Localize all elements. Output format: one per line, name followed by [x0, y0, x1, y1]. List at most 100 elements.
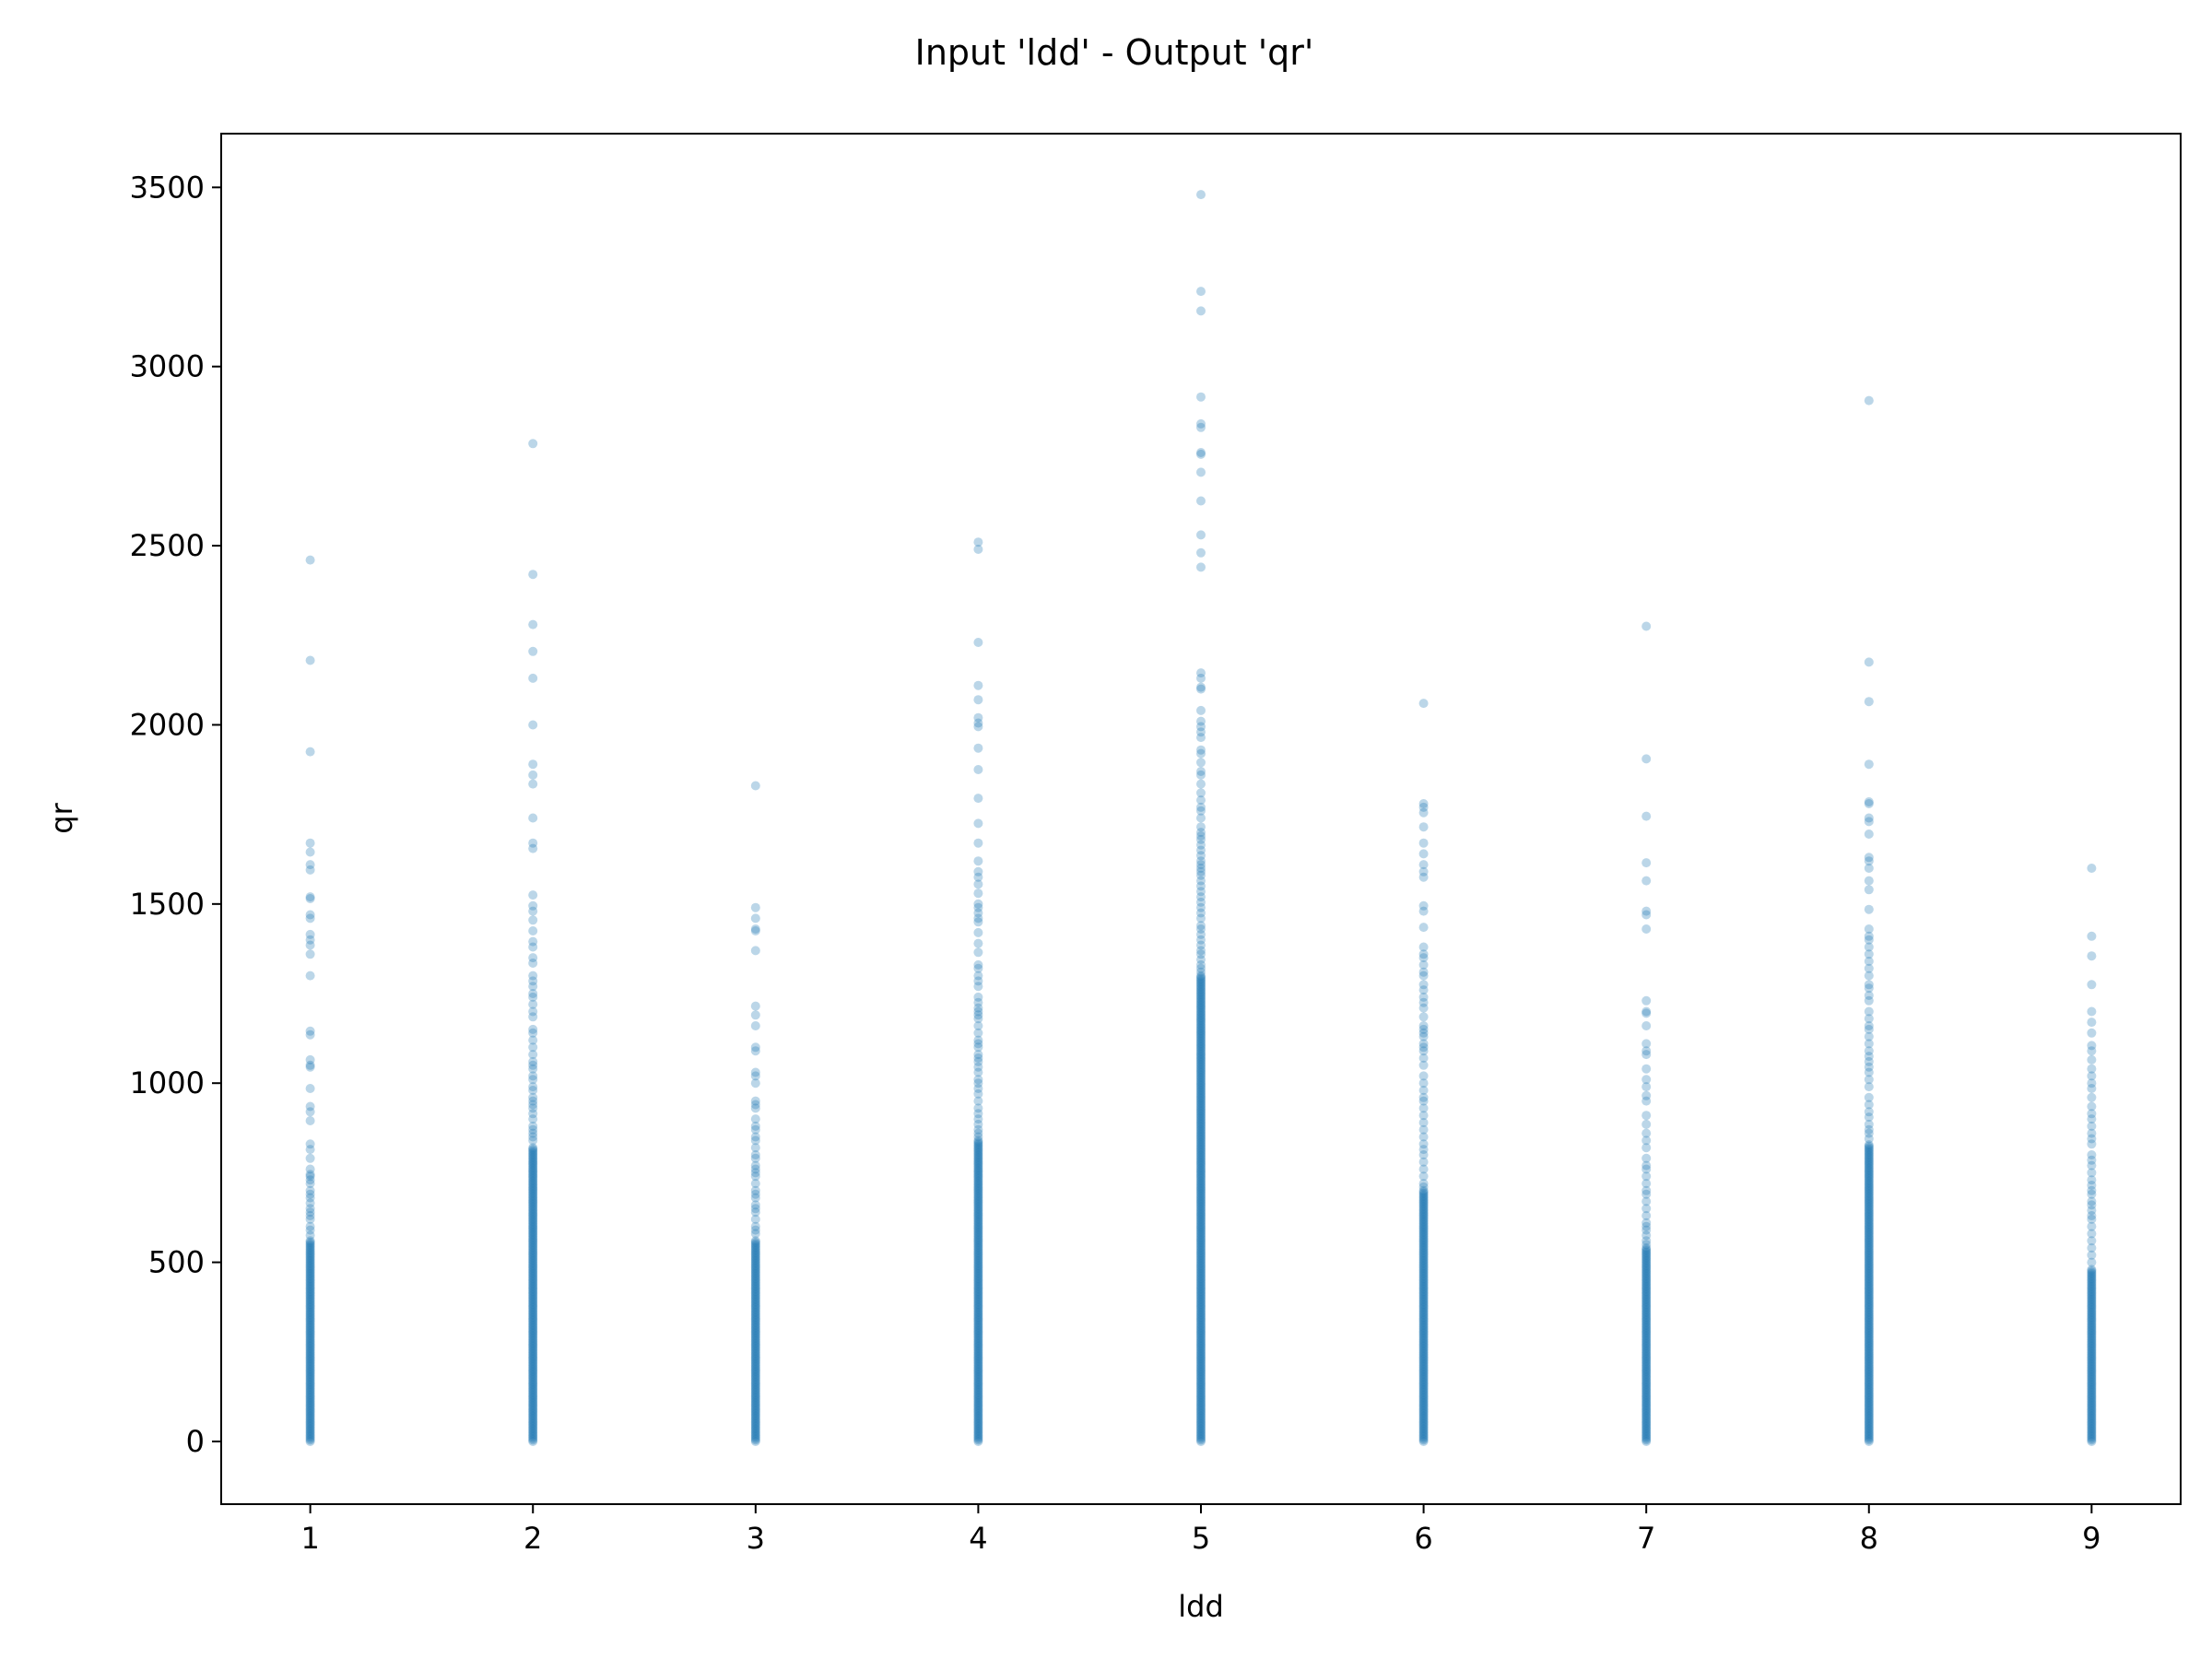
data-point	[1864, 1350, 1874, 1360]
data-point	[1196, 1185, 1206, 1195]
y-tick-label: 1000	[130, 1065, 205, 1100]
data-point	[973, 1201, 983, 1211]
data-point	[1864, 1221, 1874, 1231]
data-point	[1418, 1329, 1429, 1339]
data-point	[1641, 1378, 1652, 1388]
data-point	[1864, 1062, 1874, 1072]
data-point	[750, 1286, 760, 1296]
data-point	[1196, 1430, 1206, 1440]
data-point	[1641, 1204, 1652, 1214]
data-point	[305, 847, 315, 857]
data-point	[305, 1326, 315, 1336]
data-point	[750, 1103, 760, 1113]
data-point	[1418, 1164, 1429, 1174]
data-point	[750, 1402, 760, 1412]
data-point	[973, 1379, 983, 1389]
data-point	[528, 1159, 538, 1169]
data-point	[1864, 924, 1874, 934]
data-point	[1196, 1288, 1206, 1298]
y-axis-label: qr	[44, 802, 79, 833]
data-point	[750, 1388, 760, 1398]
data-point	[1196, 562, 1206, 572]
data-point	[973, 1172, 983, 1182]
data-point	[1196, 1392, 1206, 1402]
data-point	[1864, 1327, 1874, 1337]
data-point	[2087, 1185, 2097, 1195]
data-point	[750, 1204, 760, 1214]
data-point	[1196, 1102, 1206, 1112]
data-point	[1196, 1076, 1206, 1086]
data-point	[305, 1430, 315, 1440]
data-point	[973, 1132, 983, 1142]
data-point	[528, 1100, 538, 1110]
data-point	[1196, 828, 1206, 838]
data-point	[973, 976, 983, 986]
data-point	[1864, 1411, 1874, 1420]
data-point	[1196, 1240, 1206, 1250]
data-point	[973, 1239, 983, 1249]
data-point	[973, 1163, 983, 1172]
data-point	[1641, 1402, 1652, 1412]
data-point	[1864, 1356, 1874, 1366]
data-point	[750, 1303, 760, 1313]
data-point	[1864, 1437, 1874, 1446]
data-point	[1196, 834, 1206, 844]
data-point	[1864, 1404, 1874, 1414]
data-point	[2087, 1084, 2097, 1093]
data-point	[750, 1295, 760, 1304]
data-point	[1418, 1132, 1429, 1142]
data-point	[2087, 1418, 2097, 1428]
data-point	[305, 1394, 315, 1404]
data-point	[1196, 1347, 1206, 1358]
data-point	[528, 1306, 538, 1316]
data-point	[528, 1418, 538, 1428]
data-point	[1196, 935, 1206, 945]
data-point	[973, 1207, 983, 1218]
data-point	[1196, 1018, 1206, 1028]
data-point	[528, 1265, 538, 1276]
data-point	[1641, 1425, 1652, 1435]
data-point	[1418, 1203, 1429, 1213]
data-point	[1864, 1148, 1874, 1159]
data-point	[973, 1088, 983, 1099]
data-point	[305, 1265, 315, 1276]
data-point	[528, 759, 538, 770]
data-point	[528, 1378, 538, 1388]
data-point	[973, 1337, 983, 1347]
data-point	[973, 1435, 983, 1445]
data-point	[1196, 1032, 1206, 1042]
data-point	[750, 1339, 760, 1349]
data-point	[1196, 959, 1206, 970]
data-point	[528, 1148, 538, 1159]
data-point	[1864, 1295, 1874, 1304]
data-point	[973, 1159, 983, 1170]
data-point	[2087, 1363, 2097, 1373]
data-point	[1196, 1389, 1206, 1399]
data-point	[973, 1164, 983, 1174]
data-point	[2087, 1295, 2097, 1304]
data-point	[1196, 1345, 1206, 1355]
data-point	[1196, 1001, 1206, 1011]
data-point	[528, 813, 538, 823]
data-point	[1641, 1373, 1652, 1383]
data-point	[1641, 1288, 1652, 1299]
data-point	[1196, 1027, 1206, 1037]
data-point	[1196, 1272, 1206, 1282]
data-point	[1418, 1389, 1429, 1399]
data-point	[528, 1288, 538, 1298]
data-point	[305, 1286, 315, 1296]
data-point	[2087, 1435, 2097, 1445]
data-point	[305, 1293, 315, 1303]
data-point	[973, 1140, 983, 1150]
data-point	[1864, 1362, 1874, 1372]
data-point	[1196, 864, 1206, 873]
data-point	[1196, 1275, 1206, 1285]
data-point	[305, 892, 315, 902]
data-point	[1864, 759, 1874, 770]
data-point	[528, 1035, 538, 1045]
data-point	[1196, 1043, 1206, 1053]
data-point	[528, 1262, 538, 1272]
data-point	[750, 1358, 760, 1368]
data-point	[1418, 1349, 1429, 1359]
data-point	[1196, 971, 1206, 981]
